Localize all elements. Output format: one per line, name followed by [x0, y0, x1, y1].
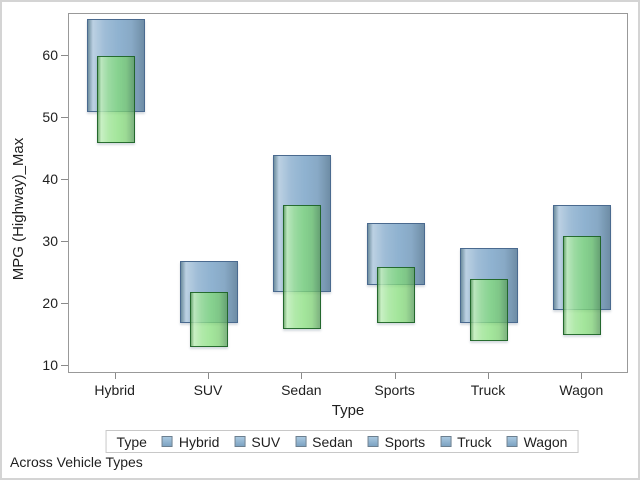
y-tick-mark [61, 55, 68, 56]
legend-entry-label: Wagon [523, 433, 568, 450]
y-axis-label: MPG (Highway)_Max [10, 137, 27, 281]
x-tick-label: Hybrid [94, 382, 135, 398]
range-bar-green-range-sedan [283, 204, 322, 329]
x-tick-label: Sedan [281, 382, 322, 398]
footer-text: Across Vehicle Types [10, 454, 143, 470]
y-tick-label: 60 [42, 47, 58, 63]
y-tick-mark [61, 179, 68, 180]
y-tick-mark [61, 365, 68, 366]
legend-swatch-icon [161, 436, 173, 447]
x-tick-mark [394, 373, 396, 379]
legend-entry-label: Hybrid [178, 433, 220, 450]
range-bar-green-range-suv [190, 291, 228, 348]
legend-swatch-icon [367, 436, 379, 447]
legend-entry-label: Truck [457, 433, 492, 450]
y-tick-label: 40 [42, 171, 58, 187]
legend-swatch-icon [506, 436, 518, 447]
legend-entry-suv: SUV [234, 434, 280, 450]
legend-entry-sedan: Sedan [295, 433, 353, 450]
legend-swatch-icon [440, 436, 452, 447]
legend-swatch-icon [295, 436, 307, 447]
x-tick-label: Truck [470, 382, 506, 398]
legend-entry-wagon: Wagon [506, 433, 568, 450]
legend-entry-label: Sedan [312, 433, 353, 450]
plot-area [68, 13, 628, 373]
x-tick-label: SUV [193, 382, 223, 398]
range-bar-green-range-sports [376, 266, 415, 323]
x-tick-label: Sports [374, 382, 415, 398]
legend-swatch-icon [234, 436, 246, 447]
legend-entry-label: SUV [251, 433, 281, 450]
range-bar-green-range-wagon [563, 235, 602, 335]
y-tick-mark [61, 241, 68, 242]
legend-entry-hybrid: Hybrid [161, 433, 220, 450]
legend-entry-label: Sports [384, 433, 426, 450]
x-tick-mark [208, 373, 209, 379]
legend-entry-sports: Sports [367, 433, 426, 450]
range-bar-green-range-truck [470, 279, 508, 342]
y-tick-label: 10 [42, 357, 58, 373]
x-tick-mark [581, 373, 583, 379]
y-tick-label: 30 [42, 233, 58, 249]
y-tick-mark [61, 303, 68, 304]
x-tick-mark [114, 373, 116, 379]
y-tick-mark [61, 117, 68, 118]
x-tick-mark [488, 373, 489, 379]
x-tick-label: Wagon [559, 382, 604, 398]
range-bar-green-range-hybrid [96, 56, 135, 143]
y-tick-label: 50 [42, 109, 58, 125]
legend-entry-truck: Truck [440, 433, 492, 450]
x-axis-label: Type [331, 402, 365, 419]
x-tick-mark [301, 373, 303, 379]
legend-box: Type Hybrid SUV Sedan Sports Truck Wagon [105, 430, 579, 453]
legend-title: Type [116, 433, 147, 450]
y-tick-label: 20 [42, 295, 58, 311]
